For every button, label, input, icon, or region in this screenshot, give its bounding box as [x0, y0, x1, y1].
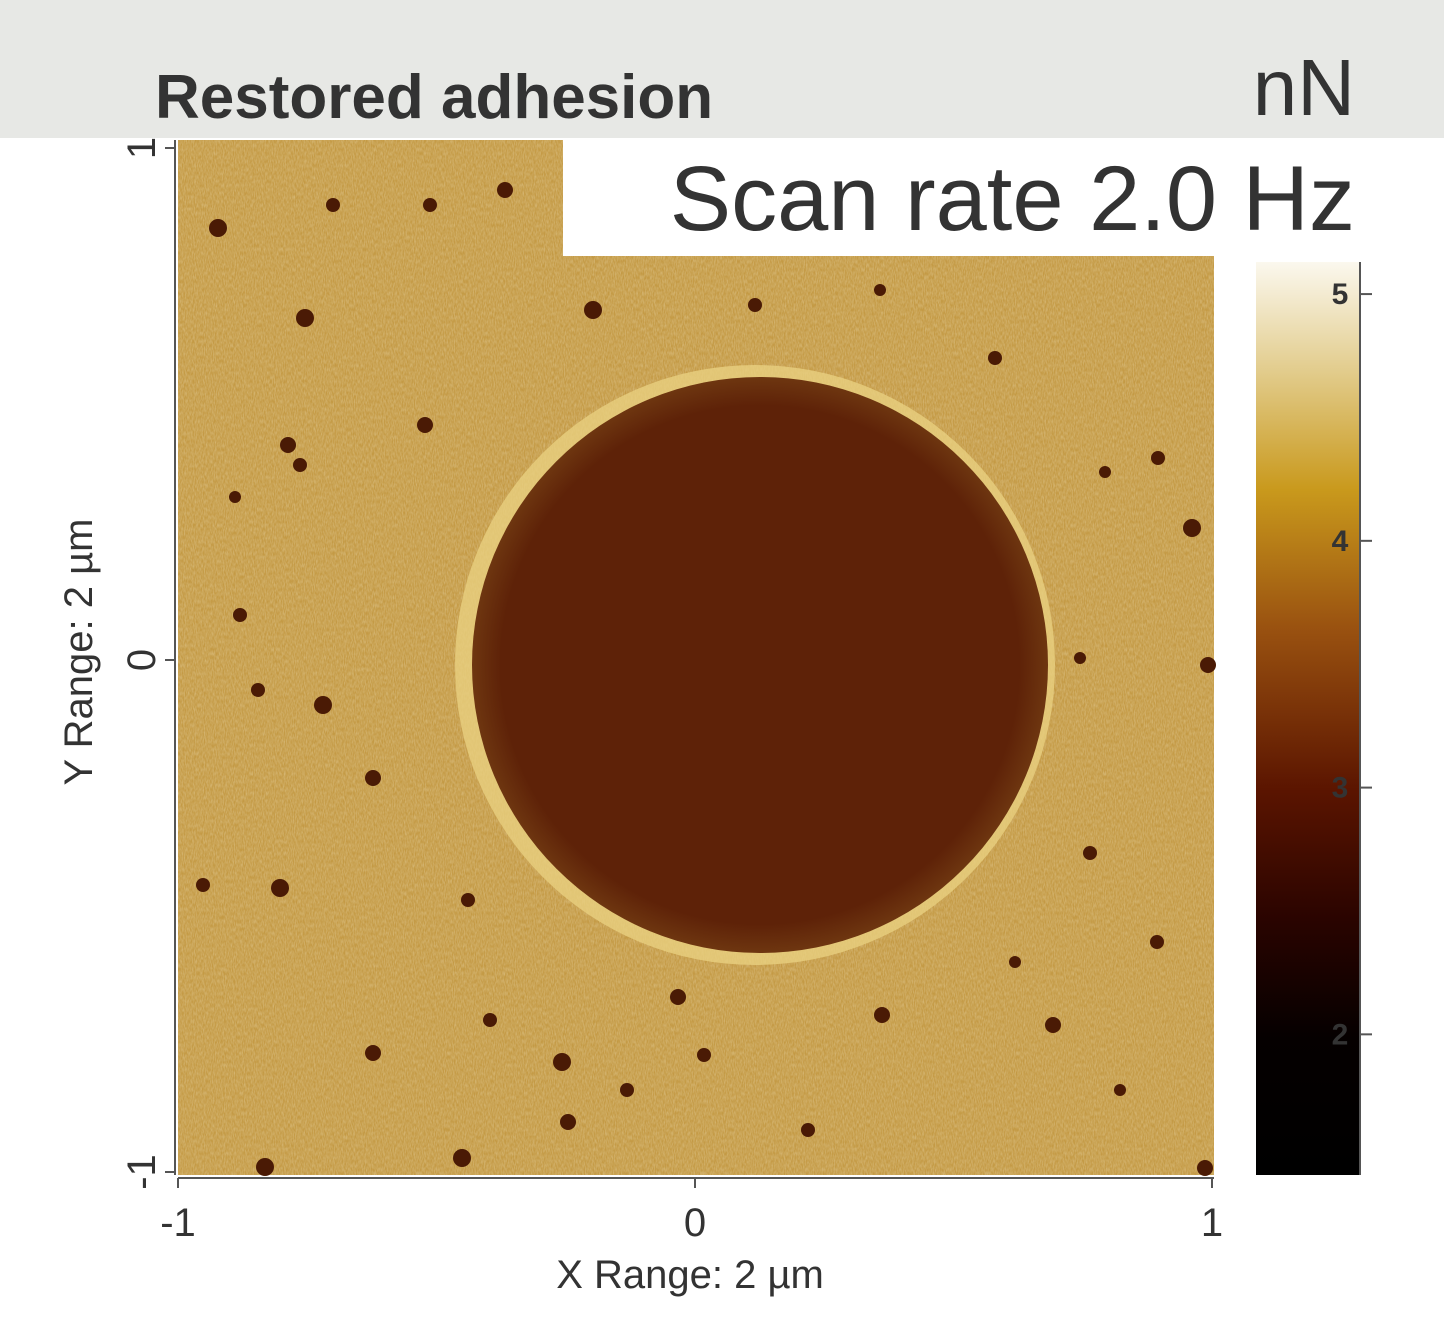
x-tick-label: 1	[1201, 1201, 1223, 1245]
colorbar-tick-label: 3	[1332, 772, 1349, 805]
title: Restored adhesion	[155, 63, 713, 132]
colorbar	[1256, 262, 1360, 1175]
afm-image	[178, 140, 1216, 1176]
header-band	[0, 0, 1444, 138]
y-tick-label: 1	[120, 137, 164, 159]
annotation: Scan rate 2.0 Hz	[670, 148, 1355, 250]
y-axis-label: Y Range: 2 µm	[57, 519, 101, 786]
colorbar-tick-label: 5	[1332, 278, 1349, 311]
unit: nN	[1253, 43, 1355, 132]
ticks: -1 0 1 -1 0 1 2 3 4 5	[120, 137, 1372, 1245]
x-tick-label: 0	[684, 1201, 706, 1245]
annotation-box	[563, 140, 1388, 256]
y-tick-label: 0	[120, 649, 164, 671]
x-tick-label: -1	[160, 1201, 196, 1245]
y-tick-label: -1	[120, 1154, 164, 1190]
colorbar-tick-label: 2	[1332, 1018, 1349, 1051]
x-axis-label: X Range: 2 µm	[556, 1253, 824, 1297]
colorbar-tick-label: 4	[1332, 525, 1349, 558]
